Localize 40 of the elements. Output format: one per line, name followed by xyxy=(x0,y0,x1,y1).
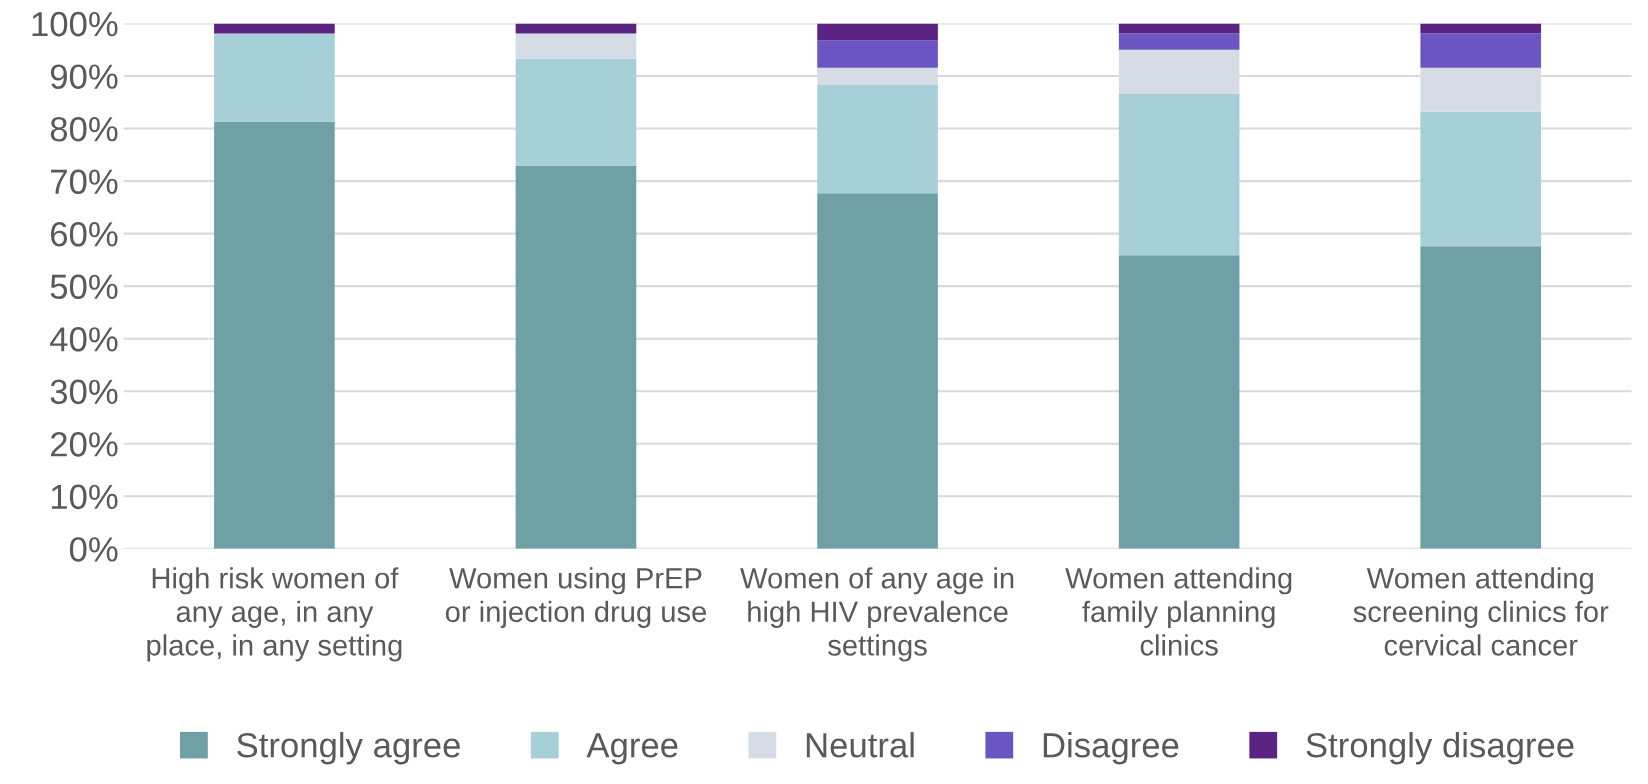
y-tick-label: 10% xyxy=(51,484,118,510)
y-tick-label: 80% xyxy=(50,116,118,142)
x-tick-label: High risk women of any age, in any place, in any setting xyxy=(147,567,402,662)
y-tick-label: 100% xyxy=(32,11,118,37)
bar xyxy=(515,33,637,59)
y-tick-label: 0% xyxy=(69,537,118,562)
legend-label: Strongly agree xyxy=(237,732,460,765)
y-tick-label: 90% xyxy=(50,64,118,89)
bar xyxy=(515,165,637,549)
x-tick-label: Women of any age in high HIV prevalence settings xyxy=(740,567,1014,662)
bar xyxy=(214,23,335,34)
bar xyxy=(1118,33,1240,50)
bar xyxy=(214,121,335,549)
bar xyxy=(1118,93,1240,256)
bar xyxy=(817,84,938,194)
bar xyxy=(214,33,335,122)
y-tick-label: 70% xyxy=(51,169,118,195)
y-tick-label: 60% xyxy=(51,221,118,247)
bar xyxy=(1118,23,1240,34)
bar xyxy=(1420,246,1542,549)
legend-label: Neutral xyxy=(806,732,914,758)
y-tick-label: 20% xyxy=(50,432,118,457)
bar xyxy=(1420,23,1542,34)
bar xyxy=(1118,255,1240,549)
bar xyxy=(817,40,938,68)
x-tick-label: Women attending family planning clinics xyxy=(1065,567,1292,656)
legend-label: Disagree xyxy=(1043,732,1179,765)
bar xyxy=(817,23,938,41)
bar xyxy=(817,193,938,549)
bar xyxy=(515,23,637,34)
y-tick-label: 40% xyxy=(50,327,118,352)
bar xyxy=(1420,111,1542,247)
legend-label: Agree xyxy=(586,733,678,765)
bar xyxy=(515,58,637,166)
y-tick-label: 50% xyxy=(50,274,118,300)
x-tick-label: Women using PrEP or injection drug use xyxy=(445,567,707,628)
legend-label: Strongly disagree xyxy=(1306,732,1574,765)
y-tick-label: 30% xyxy=(50,379,118,405)
x-tick-label: Women attending screening clinics for cervical cancer xyxy=(1353,567,1609,656)
bar xyxy=(1420,33,1542,68)
